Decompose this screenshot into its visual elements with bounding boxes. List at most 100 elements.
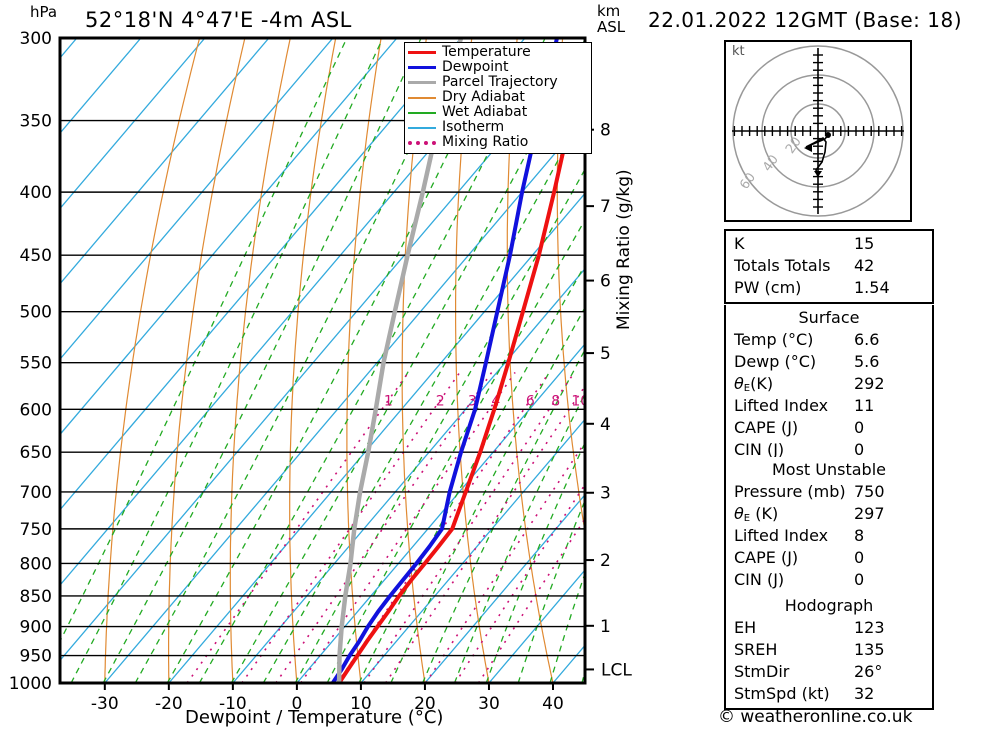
mixing-ratio-label: 3 xyxy=(468,393,477,409)
stat-row: CAPE (J) 0 xyxy=(734,417,924,439)
temperature-tick-label: -20 xyxy=(155,694,183,714)
legend-item: Temperature xyxy=(408,45,588,60)
stat-key: Lifted Index xyxy=(734,396,829,415)
stat-row: StmDir 26° xyxy=(734,661,924,683)
stat-row: Pressure (mb) 750 xyxy=(734,481,924,503)
pressure-tick-label: 800 xyxy=(20,554,52,574)
hodograph-stats-panel: Hodograph EH 123 SREH 135 StmDir 26° StmSpd (kt… xyxy=(724,593,934,710)
stat-value: 5.6 xyxy=(854,352,880,371)
axis-tick-labels: 3003504004505005506006507007508008509009… xyxy=(9,29,633,714)
indices-panel: K 15 Totals Totals 42 PW (cm) 1.54 xyxy=(724,229,934,304)
stat-key: PW (cm) xyxy=(734,278,802,297)
stat-key: Lifted Index xyxy=(734,526,829,545)
legend-item-label: Isotherm xyxy=(442,119,505,135)
stat-row: StmSpd (kt) 32 xyxy=(734,683,924,705)
legend-swatch-icon xyxy=(408,111,436,114)
legend-item: Dewpoint xyxy=(408,60,588,75)
temperature-tick-label: 0 xyxy=(291,694,302,714)
stat-row: Lifted Index 11 xyxy=(734,395,924,417)
stat-value: 292 xyxy=(854,374,885,393)
stat-value: 8 xyxy=(854,526,865,545)
temperature-tick-label: 10 xyxy=(350,694,372,714)
stat-key: EH xyxy=(734,618,757,637)
stat-row: Totals Totals 42 xyxy=(734,255,924,277)
legend-swatch-icon xyxy=(408,51,436,54)
stat-row: Temp (°C) 6.6 xyxy=(734,329,924,351)
stat-row: Dewp (°C) 5.6 xyxy=(734,351,924,373)
mixing-ratio-label: 6 xyxy=(526,393,535,409)
stat-key: Totals Totals xyxy=(734,256,831,275)
stat-key: CIN (J) xyxy=(734,570,785,589)
stat-row: θE(K) 292 xyxy=(734,373,924,395)
most-unstable-panel: Most Unstable Pressure (mb) 750 θE (K) 297 Li… xyxy=(724,457,934,596)
stat-key: K xyxy=(734,234,745,253)
stat-row: CAPE (J) 0 xyxy=(734,547,924,569)
stat-key: CAPE (J) xyxy=(734,548,799,567)
pressure-tick-label: 950 xyxy=(20,647,52,667)
stat-key: Temp (°C) xyxy=(734,330,814,349)
profile-dewpoint xyxy=(331,38,559,683)
legend-item-label: Dry Adiabat xyxy=(442,89,525,105)
stat-value: 123 xyxy=(854,618,885,637)
legend-swatch-icon xyxy=(408,66,436,69)
mixing-ratio-label: 2 xyxy=(436,393,445,409)
pressure-tick-label: 550 xyxy=(20,354,52,374)
height-tick-label: 6 xyxy=(600,272,611,292)
temperature-tick-label: -30 xyxy=(91,694,119,714)
stat-value: 297 xyxy=(854,504,885,523)
hodograph-unit-label: kt xyxy=(732,44,745,59)
height-tick-label: 2 xyxy=(600,551,611,571)
temperature-tick-label: -10 xyxy=(219,694,247,714)
height-unit-label: km ASL xyxy=(597,3,625,35)
copyright-text: © weatheronline.co.uk xyxy=(718,707,913,727)
stat-value: 32 xyxy=(854,684,875,703)
stat-value: 0 xyxy=(854,570,865,589)
stat-value: 0 xyxy=(854,548,865,567)
sounding-profiles xyxy=(331,38,585,683)
legend: Temperature Dewpoint Parcel Trajectory Dry … xyxy=(404,42,592,154)
stat-key: Dewp (°C) xyxy=(734,352,817,371)
surface-panel: Surface Temp (°C) 6.6 Dewp (°C) 5.6 θE(K) 292 L… xyxy=(724,305,934,466)
profile-parcel-trajectory xyxy=(336,38,464,683)
mixing-ratio-label: 8 xyxy=(551,393,560,409)
stat-key: θE(K) xyxy=(734,374,774,394)
legend-swatch-icon xyxy=(408,81,436,84)
legend-item: Wet Adiabat xyxy=(408,105,588,120)
stat-value: 15 xyxy=(854,234,875,253)
pressure-tick-label: 750 xyxy=(20,520,52,540)
pressure-tick-label: 400 xyxy=(20,183,52,203)
panel-title: Surface xyxy=(798,308,860,327)
stat-key: CIN (J) xyxy=(734,440,785,459)
stat-value: 1.54 xyxy=(854,278,890,297)
height-tick-label: 7 xyxy=(600,197,611,217)
legend-swatch-icon xyxy=(408,96,436,99)
pressure-tick-label: 350 xyxy=(20,112,52,132)
profile-temperature xyxy=(337,46,585,683)
date-title: 22.01.2022 12GMT (Base: 18) xyxy=(648,8,962,32)
mixing-ratio-label: 1 xyxy=(384,393,393,409)
height-unit-line1: km xyxy=(597,2,621,20)
pressure-unit-label: hPa xyxy=(30,3,58,21)
mixing-ratio-axis-title: Mixing Ratio (g/kg) xyxy=(614,169,634,330)
stat-row: PW (cm) 1.54 xyxy=(734,277,924,299)
temperature-tick-label: 30 xyxy=(478,694,500,714)
legend-item-label: Parcel Trajectory xyxy=(442,74,558,90)
pressure-tick-label: 600 xyxy=(20,400,52,420)
panel-title: Most Unstable xyxy=(772,460,886,479)
height-unit-line2: ASL xyxy=(597,18,626,36)
stat-row: SREH 135 xyxy=(734,639,924,661)
panel-title: Hodograph xyxy=(784,596,874,615)
legend-item: Dry Adiabat xyxy=(408,90,588,105)
temperature-tick-label: 40 xyxy=(542,694,564,714)
stat-key: CAPE (J) xyxy=(734,418,799,437)
pressure-tick-label: 850 xyxy=(20,587,52,607)
legend-item: Mixing Ratio xyxy=(408,135,588,150)
legend-item-label: Dewpoint xyxy=(442,59,509,75)
pressure-tick-label: 650 xyxy=(20,443,52,463)
stat-key: Pressure (mb) xyxy=(734,482,846,501)
hodograph-panel[interactable]: kt 20 40 60 xyxy=(724,40,912,222)
stat-value: 42 xyxy=(854,256,875,275)
mixing-ratio-label: 10 xyxy=(571,393,589,409)
stat-value: 6.6 xyxy=(854,330,880,349)
